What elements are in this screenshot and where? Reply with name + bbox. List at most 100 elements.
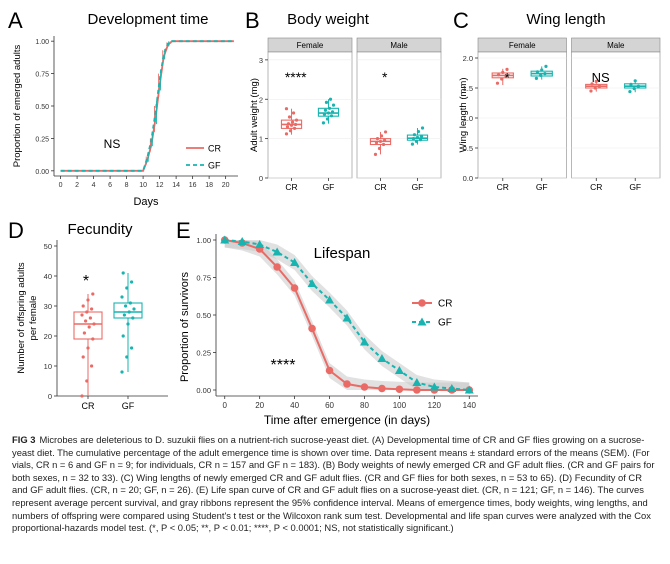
fecundity-cr-box	[73, 311, 103, 340]
wing-length-female-cr-point	[505, 67, 509, 71]
body-weight-female-cr-point	[290, 120, 295, 124]
lifespan-point-gf	[272, 247, 282, 256]
fecundity-cr-point	[88, 316, 92, 320]
lifespan-point-cr	[395, 385, 404, 394]
body-weight-male-gf-point	[410, 142, 415, 146]
fecundity-cr-point	[87, 325, 91, 329]
body-weight-female-cr-point	[284, 132, 289, 136]
lifespan-ytick-label: 0.75	[196, 274, 211, 283]
fecundity-gf-point	[124, 304, 128, 308]
fecundity-gf-point	[130, 346, 134, 350]
lifespan-point-gf	[220, 235, 230, 244]
wing-length-male-gf-point	[632, 87, 636, 91]
lifespan-chart: Lifespan 0.00 0.25 0.50 0.75 1.00 0 20 40 60 80 100…	[179, 234, 478, 427]
development-xtick-label: 4	[92, 182, 96, 189]
fecundity-ytick-label: 50	[44, 242, 52, 251]
body-weight-female-gf-point	[324, 100, 329, 104]
development-title: Development time	[88, 11, 209, 28]
development-xtick-label: 0	[59, 182, 63, 189]
fecundity-cr-point	[80, 313, 84, 317]
body-weight-annotation: *	[382, 69, 388, 85]
body-weight-female-gf-point	[321, 121, 326, 125]
wing-length-xtick-label: GF	[536, 182, 548, 192]
lifespan-point-gf	[290, 258, 300, 266]
development-xtick-label: 18	[205, 182, 213, 189]
wing-length-female-gf-point	[543, 72, 547, 76]
fecundity-gf-point	[121, 271, 125, 275]
lifespan-point-gf	[464, 385, 474, 394]
body-weight-female-gf-point	[331, 103, 336, 107]
lifespan-xtick-label: 60	[325, 401, 334, 410]
lifespan-title: Lifespan	[314, 245, 371, 262]
fecundity-ytick-label: 0	[48, 392, 52, 401]
lifespan-ytick-label: 1.00	[196, 236, 211, 245]
fecundity-cr-point	[82, 331, 86, 335]
body-weight-strip-label: Male	[390, 41, 408, 50]
body-weight-male-gf-point	[418, 138, 423, 142]
fecundity-cr-point	[91, 292, 95, 296]
body-weight-ylabel: Adult weight (mg)	[249, 78, 260, 152]
body-weight-male-cr-point	[373, 152, 378, 156]
body-weight-male-gf-point	[416, 129, 421, 134]
fecundity-cr-point	[81, 304, 85, 308]
body-weight-xtick-label: CR	[374, 182, 386, 192]
fecundity-gf-point	[125, 286, 129, 290]
lifespan-series-line-gf	[224, 239, 470, 391]
lifespan-xtick-label: 20	[255, 401, 264, 410]
wing-length-ytick-label: 1.0	[463, 114, 473, 123]
panel-label-b: B	[245, 8, 260, 33]
lifespan-xtick-label: 40	[290, 401, 299, 410]
body-weight-male-gf-point	[412, 133, 417, 137]
fecundity-cr-point	[91, 337, 95, 341]
wing-length-title: Wing length	[526, 11, 605, 28]
fecundity-annotation: *	[83, 273, 89, 290]
body-weight-female-cr-point	[293, 122, 298, 127]
fecundity-cr-point	[86, 298, 90, 302]
fecundity-cr-point	[85, 379, 89, 383]
body-weight-female-cr-point	[292, 126, 297, 130]
wing-length-female-cr-point	[496, 73, 501, 77]
wing-length-female-gf-point	[544, 64, 548, 68]
fecundity-xtick-label: CR	[82, 401, 95, 411]
lifespan-point-gf	[359, 337, 369, 346]
development-xtick-label: 2	[75, 182, 79, 189]
caption-label: FIG 3	[12, 434, 36, 445]
lifespan-point-cr	[413, 386, 421, 394]
lifespan-point-cr	[360, 383, 369, 391]
development-legend-label-cr: CR	[208, 144, 221, 154]
lifespan-point-gf	[237, 237, 247, 245]
lifespan-legend-marker-cr	[418, 299, 426, 307]
wing-length-male-cr-point	[594, 79, 598, 83]
fecundity-cr-point	[85, 310, 89, 314]
lifespan-legend-label-cr: CR	[438, 299, 452, 310]
body-weight-ytick-label: 1	[259, 135, 263, 144]
fecundity-ylabel-line: Number of offspring adults	[16, 262, 27, 373]
figure-canvas: A B C D E Development time0.000.250.500.…	[8, 8, 661, 427]
fecundity-ylabel-line: per female	[28, 296, 39, 341]
fecundity-xtick-label: GF	[122, 401, 135, 411]
lifespan-ytick-label: 0.50	[196, 311, 211, 320]
fecundity-gf-point	[120, 295, 124, 299]
wing-length-xtick-label: CR	[497, 182, 509, 192]
fecundity-cr-point	[81, 355, 85, 359]
panel-label-e: E	[176, 218, 191, 243]
wing-length-male-cr-point	[589, 89, 593, 93]
panel-label-c: C	[453, 8, 469, 33]
development-series-line-gf	[60, 40, 234, 172]
body-weight-female-gf-point	[322, 112, 327, 116]
development-ytick-label: 0.50	[35, 104, 49, 111]
body-weight-male-gf-point	[411, 137, 416, 141]
fecundity-ytick-label: 20	[44, 332, 52, 341]
fecundity-gf-point	[121, 334, 125, 338]
body-weight-male-cr-point	[378, 139, 383, 143]
body-weight-female-gf-point	[323, 108, 328, 112]
fecundity-gf-box	[113, 302, 143, 319]
body-weight-female-cr-point	[284, 107, 289, 111]
wing-length-ytick-label: 0.0	[463, 174, 473, 183]
body-weight-female-cr-point	[291, 111, 296, 115]
fecundity-gf-point	[125, 355, 129, 359]
body-weight-female-gf-point	[328, 97, 333, 101]
lifespan-xtick-label: 0	[223, 401, 228, 410]
development-legend-label-gf: GF	[208, 161, 221, 171]
development-xtick-label: 14	[172, 182, 180, 189]
